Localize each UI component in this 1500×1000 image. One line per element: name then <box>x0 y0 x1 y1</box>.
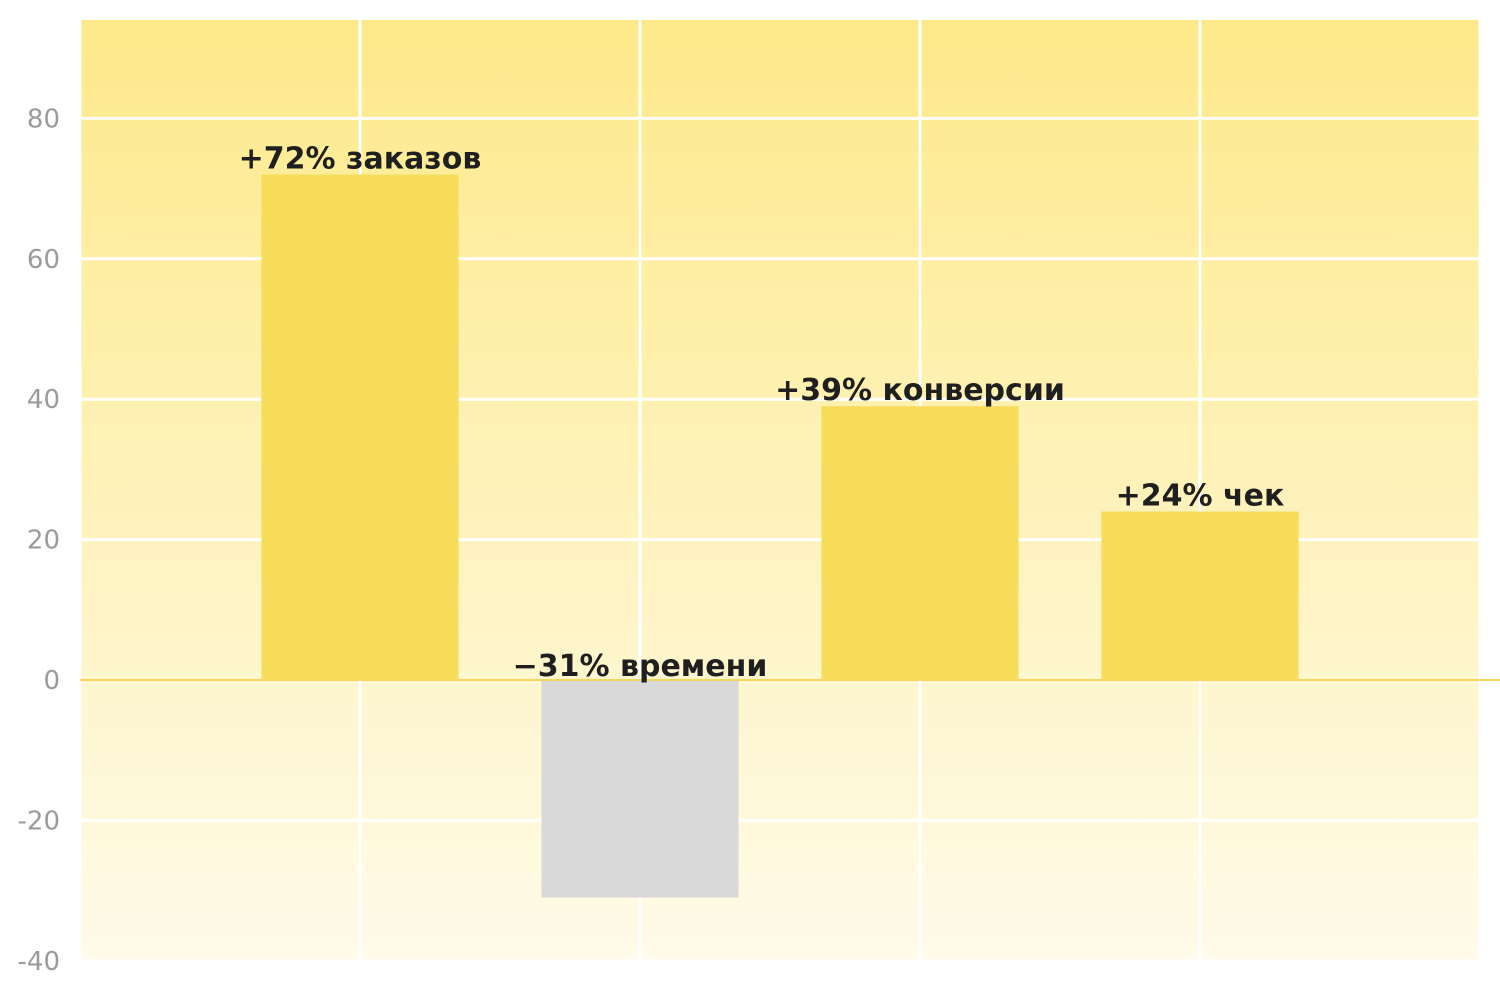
y-tick-label: -40 <box>18 947 60 977</box>
y-tick-label: 40 <box>27 385 60 415</box>
data-label: +24% чек <box>1116 479 1285 514</box>
y-tick-label: 60 <box>27 245 60 275</box>
bar-времени <box>541 680 739 898</box>
y-tick-label: 80 <box>27 104 60 134</box>
y-axis-ticks: 80 60 40 20 0 -20 -40 <box>18 104 60 976</box>
bar-заказов <box>261 174 459 680</box>
bar-конверсии <box>821 406 1019 680</box>
y-tick-label: 0 <box>43 666 60 696</box>
bars <box>261 174 1299 898</box>
data-labels: +72% заказов −31% времени +39% конверсии +2… <box>239 142 1285 684</box>
y-tick-label: -20 <box>18 806 60 836</box>
bar-чек <box>1101 511 1299 680</box>
data-label: −31% времени <box>513 649 768 684</box>
y-tick-label: 20 <box>27 526 60 556</box>
data-label: +39% конверсии <box>775 373 1065 408</box>
data-label: +72% заказов <box>239 142 482 177</box>
